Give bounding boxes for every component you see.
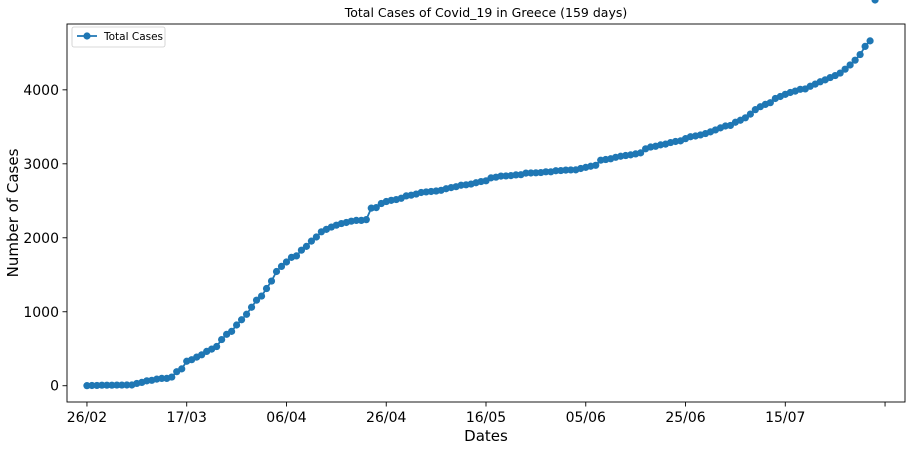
data-point <box>836 69 844 77</box>
x-tick-label: 26/04 <box>366 410 406 426</box>
data-point <box>856 50 864 59</box>
data-point <box>766 99 774 107</box>
data-point <box>272 267 281 276</box>
data-point <box>252 296 261 304</box>
chart-title: Total Cases of Covid_19 in Greece (159 d… <box>344 5 628 20</box>
x-tick-label: 16/05 <box>466 410 506 426</box>
data-point <box>851 56 859 64</box>
plot-area <box>66 23 906 403</box>
legend: Total Cases <box>71 26 166 48</box>
y-tick-label: 0 <box>50 379 59 395</box>
x-tick-label: 05/06 <box>566 410 606 426</box>
data-point <box>592 161 600 169</box>
x-axis: 26/02 17/03 06/04 26/04 16/05 05/06 25/06 15/07 <box>67 402 886 426</box>
series-total-cases <box>83 0 879 390</box>
legend-box <box>71 26 166 48</box>
data-point <box>247 303 256 311</box>
data-point <box>267 277 276 285</box>
x-tick-label: 06/04 <box>266 410 306 426</box>
data-point <box>352 216 360 224</box>
y-tick-label: 4000 <box>23 83 59 99</box>
data-point <box>233 321 241 329</box>
data-point <box>178 365 186 373</box>
data-point <box>242 310 251 318</box>
y-tick-label: 2000 <box>23 231 59 247</box>
data-point <box>861 42 869 51</box>
data-point <box>741 114 749 122</box>
x-tick-label: 15/07 <box>765 410 805 426</box>
legend-marker <box>83 32 91 40</box>
data-point <box>871 0 879 4</box>
data-point <box>277 262 286 271</box>
data-point <box>307 237 316 245</box>
data-point <box>113 381 121 389</box>
x-tick-label: 25/06 <box>665 410 705 426</box>
data-point <box>372 204 380 212</box>
legend-label: Total Cases <box>103 31 163 43</box>
y-tick-label: 3000 <box>23 157 59 173</box>
data-point <box>841 65 849 73</box>
data-point <box>846 61 854 69</box>
x-tick-label: 26/02 <box>67 410 107 426</box>
data-point <box>98 381 106 389</box>
data-point <box>866 37 874 45</box>
data-point <box>168 373 176 381</box>
y-axis-title: Number of Cases <box>4 148 22 277</box>
data-point <box>118 381 126 389</box>
data-point <box>637 149 645 157</box>
data-point <box>312 233 320 241</box>
data-point <box>228 327 236 335</box>
y-tick-label: 1000 <box>23 305 59 321</box>
data-point <box>123 381 131 389</box>
data-point <box>292 252 301 260</box>
data-point <box>218 335 226 344</box>
data-point <box>746 110 754 118</box>
x-tick-label: 17/03 <box>167 410 207 426</box>
data-point <box>542 168 550 176</box>
x-axis-title: Dates <box>464 427 508 445</box>
data-point <box>103 381 111 389</box>
data-point <box>88 381 96 390</box>
data-point <box>257 292 266 300</box>
data-point <box>213 342 221 351</box>
data-point <box>282 258 291 266</box>
data-point <box>158 374 166 382</box>
data-point <box>237 316 246 324</box>
data-point <box>362 216 370 224</box>
y-axis: 0 1000 2000 3000 4000 <box>23 83 67 395</box>
data-point <box>297 246 306 254</box>
data-point <box>262 284 271 293</box>
data-point <box>567 166 575 174</box>
data-point <box>302 242 311 250</box>
